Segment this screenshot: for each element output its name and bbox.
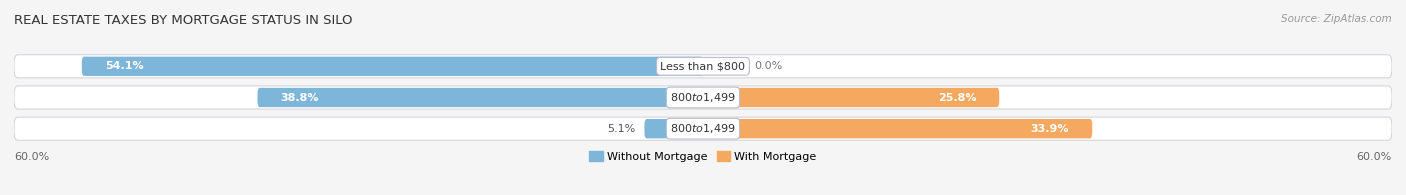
FancyBboxPatch shape <box>703 88 1000 107</box>
FancyBboxPatch shape <box>644 119 703 138</box>
FancyBboxPatch shape <box>14 86 1392 109</box>
FancyBboxPatch shape <box>703 119 1092 138</box>
Text: 60.0%: 60.0% <box>14 152 49 162</box>
Text: 25.8%: 25.8% <box>938 92 976 103</box>
FancyBboxPatch shape <box>14 55 1392 78</box>
Text: 0.0%: 0.0% <box>755 61 783 71</box>
Text: Less than $800: Less than $800 <box>661 61 745 71</box>
Text: Source: ZipAtlas.com: Source: ZipAtlas.com <box>1281 14 1392 24</box>
Text: REAL ESTATE TAXES BY MORTGAGE STATUS IN SILO: REAL ESTATE TAXES BY MORTGAGE STATUS IN … <box>14 14 353 27</box>
FancyBboxPatch shape <box>257 88 703 107</box>
Text: 54.1%: 54.1% <box>105 61 143 71</box>
Text: 60.0%: 60.0% <box>1357 152 1392 162</box>
Text: $800 to $1,499: $800 to $1,499 <box>671 91 735 104</box>
Text: $800 to $1,499: $800 to $1,499 <box>671 122 735 135</box>
Text: 33.9%: 33.9% <box>1031 124 1070 134</box>
Legend: Without Mortgage, With Mortgage: Without Mortgage, With Mortgage <box>585 147 821 166</box>
FancyBboxPatch shape <box>14 117 1392 140</box>
FancyBboxPatch shape <box>82 57 703 76</box>
Text: 38.8%: 38.8% <box>280 92 319 103</box>
Text: 5.1%: 5.1% <box>607 124 636 134</box>
